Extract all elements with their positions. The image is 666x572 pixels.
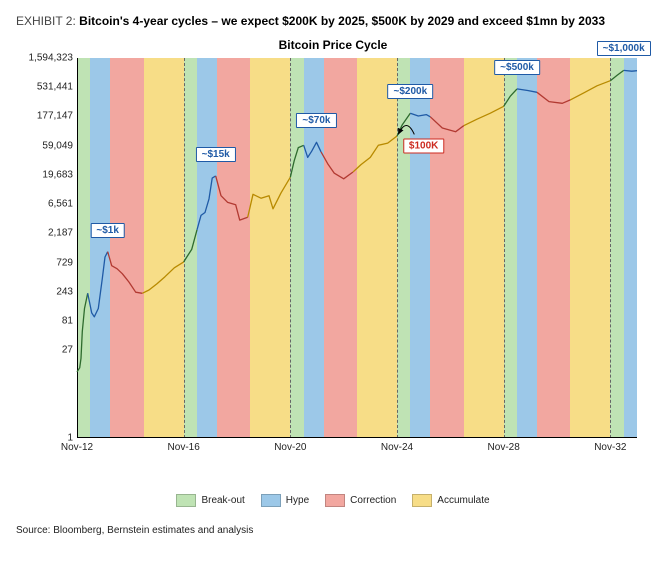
bitcoin-cycle-chart: 127812437292,1876,56119,68359,049177,147… <box>21 58 645 468</box>
legend-swatch <box>261 494 281 507</box>
legend-item: Break-out <box>176 494 244 507</box>
price-annotation: ~$70k <box>296 113 336 128</box>
price-annotation: ~$1,000k <box>597 41 651 56</box>
x-tick: Nov-16 <box>168 438 200 453</box>
legend-label: Correction <box>350 495 396 506</box>
chart-title: Bitcoin Price Cycle <box>16 38 650 52</box>
price-annotation: ~$15k <box>196 147 236 162</box>
callout-100k: $100K <box>403 139 444 154</box>
legend-item: Accumulate <box>412 494 489 507</box>
legend-label: Accumulate <box>437 495 489 506</box>
y-tick: 531,441 <box>37 82 77 93</box>
legend-swatch <box>176 494 196 507</box>
legend-item: Hype <box>261 494 309 507</box>
y-tick: 19,683 <box>42 169 77 180</box>
price-annotation: ~$200k <box>388 84 434 99</box>
x-tick: Nov-32 <box>594 438 626 453</box>
y-tick: 729 <box>56 257 77 268</box>
legend-item: Correction <box>325 494 396 507</box>
legend: Break-out Hype Correction Accumulate <box>16 494 650 507</box>
price-annotation: ~$500k <box>494 60 540 75</box>
legend-swatch <box>325 494 345 507</box>
source-line: Source: Bloomberg, Bernstein estimates a… <box>16 525 650 536</box>
y-tick: 2,187 <box>48 228 77 239</box>
price-line <box>77 58 637 438</box>
price-annotation: ~$1k <box>90 223 125 238</box>
y-tick: 81 <box>62 316 77 327</box>
plot-area: 127812437292,1876,56119,68359,049177,147… <box>77 58 637 438</box>
x-tick: Nov-20 <box>274 438 306 453</box>
exhibit-headline: Bitcoin's 4-year cycles – we expect $200… <box>79 14 605 28</box>
y-tick: 6,561 <box>48 199 77 210</box>
x-tick: Nov-28 <box>488 438 520 453</box>
legend-swatch <box>412 494 432 507</box>
exhibit-number: EXHIBIT 2: <box>16 14 76 28</box>
y-tick: 27 <box>62 345 77 356</box>
x-tick: Nov-24 <box>381 438 413 453</box>
legend-label: Break-out <box>201 495 244 506</box>
y-tick: 243 <box>56 286 77 297</box>
y-tick: 1,594,323 <box>29 53 78 64</box>
y-tick: 177,147 <box>37 111 77 122</box>
x-tick: Nov-12 <box>61 438 93 453</box>
y-tick: 59,049 <box>42 140 77 151</box>
legend-label: Hype <box>286 495 309 506</box>
exhibit-title: EXHIBIT 2: Bitcoin's 4-year cycles – we … <box>16 14 650 28</box>
